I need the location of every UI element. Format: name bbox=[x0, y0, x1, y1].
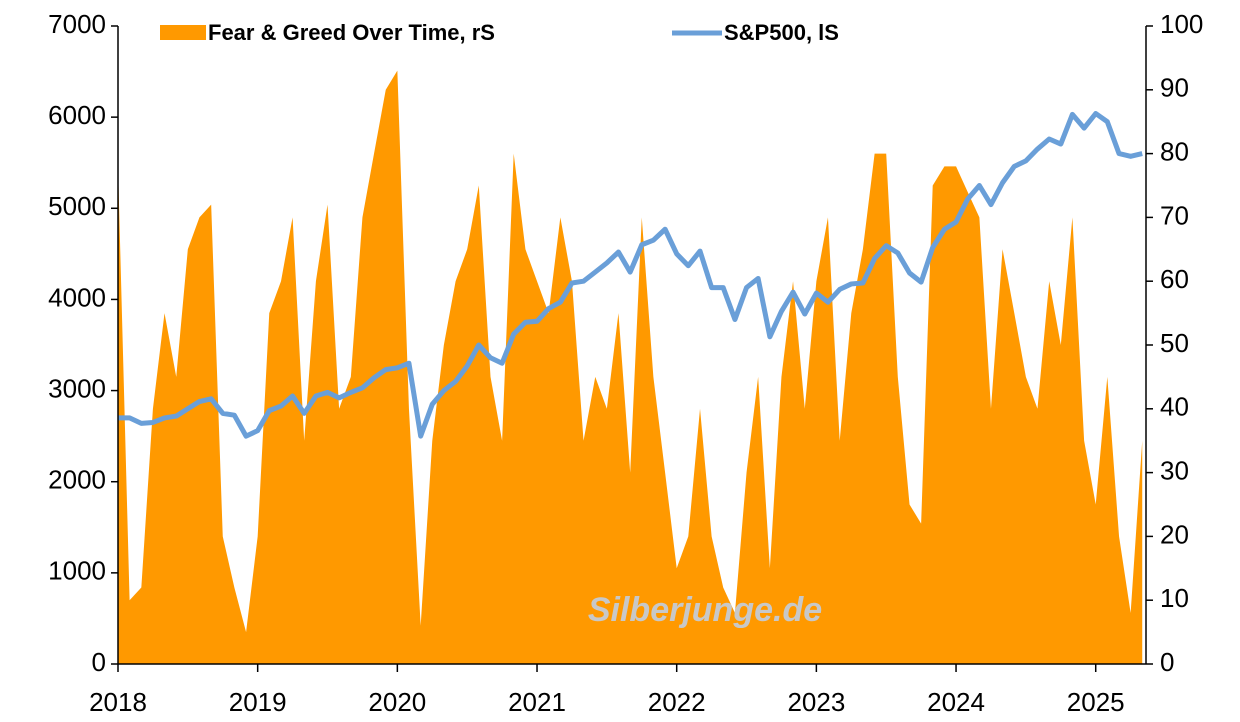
x-tick-label: 2020 bbox=[368, 687, 426, 717]
y-tick-label: 0 bbox=[92, 647, 106, 677]
y-tick-label: 4000 bbox=[48, 282, 106, 312]
y2-tick-label: 10 bbox=[1160, 583, 1189, 613]
y-tick-label: 5000 bbox=[48, 191, 106, 221]
legend-label: S&P500, lS bbox=[724, 20, 839, 45]
legend-swatch bbox=[160, 25, 206, 40]
x-tick-label: 2025 bbox=[1067, 687, 1125, 717]
y2-tick-label: 70 bbox=[1160, 200, 1189, 230]
y-tick-label: 7000 bbox=[48, 9, 106, 39]
y2-tick-label: 50 bbox=[1160, 328, 1189, 358]
watermark: Silberjunge.de bbox=[588, 591, 822, 629]
y-tick-label: 3000 bbox=[48, 373, 106, 403]
y2-tick-label: 90 bbox=[1160, 73, 1189, 103]
x-tick-label: 2021 bbox=[508, 687, 566, 717]
y2-tick-label: 60 bbox=[1160, 264, 1189, 294]
x-tick-label: 2024 bbox=[927, 687, 985, 717]
legend-label: Fear & Greed Over Time, rS bbox=[208, 20, 495, 45]
y2-tick-label: 20 bbox=[1160, 519, 1189, 549]
y-tick-label: 2000 bbox=[48, 465, 106, 495]
y-tick-label: 6000 bbox=[48, 100, 106, 130]
y2-tick-label: 0 bbox=[1160, 647, 1174, 677]
y2-tick-label: 100 bbox=[1160, 9, 1203, 39]
plot bbox=[118, 70, 1143, 664]
y2-tick-label: 30 bbox=[1160, 455, 1189, 485]
x-tick-label: 2019 bbox=[229, 687, 287, 717]
y2-tick-label: 80 bbox=[1160, 136, 1189, 166]
x-tick-label: 2022 bbox=[648, 687, 706, 717]
y2-tick-label: 40 bbox=[1160, 392, 1189, 422]
x-tick-label: 2023 bbox=[787, 687, 845, 717]
area bbox=[118, 70, 1143, 664]
x-tick-label: 2018 bbox=[89, 687, 147, 717]
y-tick-label: 1000 bbox=[48, 556, 106, 586]
line bbox=[118, 110, 1143, 439]
